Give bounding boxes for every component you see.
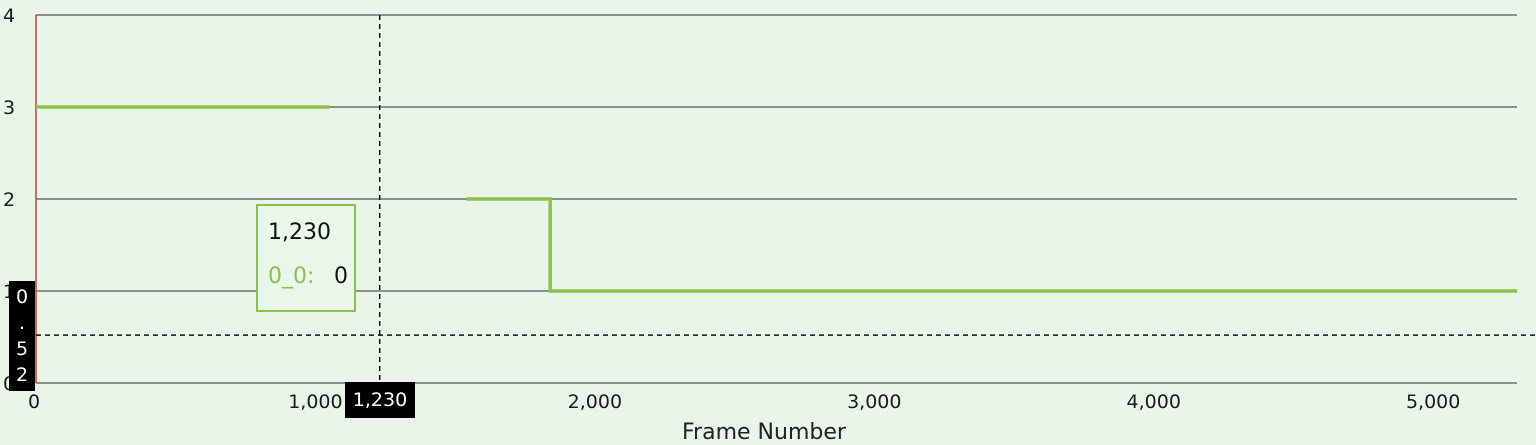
series-line-0_0 <box>466 197 1517 293</box>
x-tick-label: 0 <box>28 391 40 413</box>
x-cursor-readout: 1,230 <box>345 382 415 418</box>
crosshair-cursor <box>36 15 1536 383</box>
tooltip-series-value: 0 <box>334 264 348 289</box>
x-tick-label: 2,000 <box>568 391 622 413</box>
y-tick-label: 3 <box>3 97 15 119</box>
x-axis-title: Frame Number <box>682 420 846 445</box>
series-layer <box>36 105 1517 293</box>
x-tick-label: 1,000 <box>288 391 342 413</box>
tooltip-x-value: 1,230 <box>268 220 331 245</box>
gridlines <box>36 14 1517 384</box>
y-cursor-char: 0 <box>15 286 29 308</box>
x-tick-label: 4,000 <box>1127 391 1181 413</box>
x-tick-label: 5,000 <box>1406 391 1460 413</box>
x-tick-label: 3,000 <box>847 391 901 413</box>
y-cursor-char: 5 <box>15 338 29 360</box>
y-tick-label: 2 <box>3 189 15 211</box>
y-cursor-char: 2 <box>15 364 29 386</box>
y-cursor-char: . <box>18 312 26 334</box>
tooltip-series-label: 0_0: <box>268 264 315 289</box>
y-cursor-readout: 0 . 5 2 <box>9 281 35 391</box>
y-tick-label: 4 <box>3 5 15 27</box>
hover-tooltip: 1,230 0_0: 0 <box>256 204 356 312</box>
x-axis: 0 1,000 2,000 3,000 4,000 5,000 <box>28 391 1460 413</box>
